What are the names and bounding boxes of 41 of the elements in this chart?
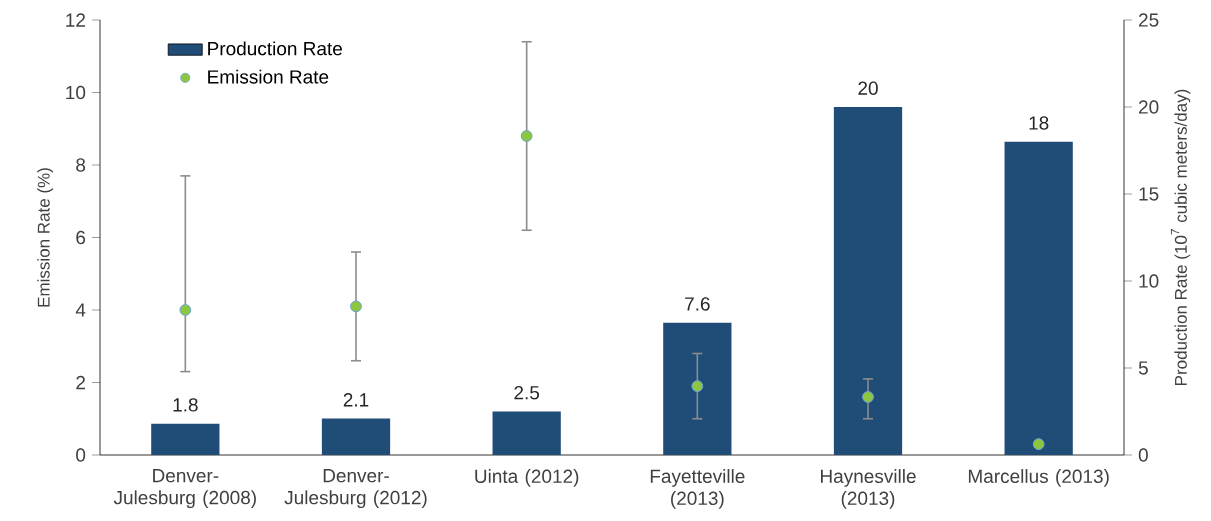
x-tick-label: Fayetteville (2013) [650,469,745,509]
data-label: 7.6 [685,297,710,311]
point [862,391,874,403]
bar [151,423,220,455]
x-tick-label: Uinta (2012) [475,469,579,487]
bar [663,322,732,455]
bar [1004,141,1073,455]
x-tick-label: Denver-Julesburg (2012) [284,469,427,509]
data-label: 2.5 [514,385,540,400]
y2-tick-label: 5 [1138,361,1148,375]
y-tick-label: 0 [76,448,86,462]
y2-tick-label: 25 [1139,13,1159,27]
data-label: 18 [1029,116,1049,130]
x-tick-label: Marcellus (2013) [968,469,1109,487]
y-tick-label: 10 [66,85,86,100]
data-label: 20 [858,81,878,95]
point [1032,438,1045,451]
y-axis-title: Emission Rate (%) [37,168,54,307]
y-tick-label: 6 [76,230,86,245]
legend-label: Emission Rate [208,69,329,84]
y2-tick-label: 0 [1138,448,1148,462]
y2-tick-label: 20 [1139,100,1159,114]
y-tick-label: 8 [76,158,86,172]
point [350,300,362,313]
y-tick-label: 12 [66,13,85,27]
bar [492,411,561,455]
bar [321,418,391,455]
x-tick-label: Denver-Julesburg (2008) [113,469,256,509]
y-tick-label: 4 [75,303,86,317]
data-label: 2.1 [343,393,369,407]
bar [833,107,903,455]
y-tick-label: 2 [76,375,85,390]
y2-axis-title: Production Rate (10$^{7}$ cubic meters/day) [1170,89,1191,385]
legend-label: Production Rate [208,41,342,56]
point [520,130,533,142]
data-label: 1.8 [173,398,198,412]
x-tick-label: Haynesville (2013) [820,469,916,509]
y2-tick-label: 10 [1139,274,1159,288]
point [691,380,704,393]
y2-tick-label: 15 [1139,187,1159,201]
point [179,304,192,316]
